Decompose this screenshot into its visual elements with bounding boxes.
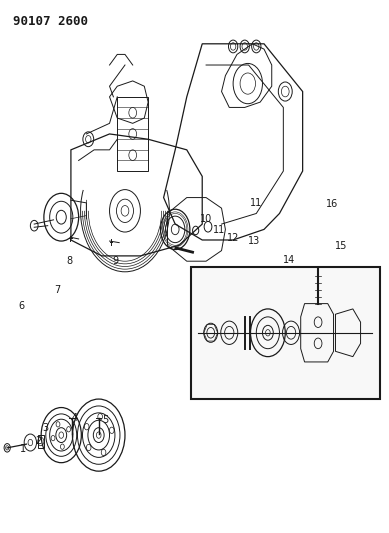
Text: 11: 11 — [213, 225, 225, 236]
Text: 2: 2 — [35, 437, 41, 447]
Text: 4: 4 — [72, 413, 78, 423]
Text: 16: 16 — [326, 199, 338, 209]
Text: 6: 6 — [18, 301, 25, 311]
Text: 1: 1 — [19, 445, 26, 455]
Text: 10: 10 — [200, 214, 212, 224]
Text: 9: 9 — [112, 256, 118, 266]
Text: 7: 7 — [54, 285, 61, 295]
Text: 14: 14 — [283, 255, 295, 265]
Text: 11: 11 — [250, 198, 263, 208]
Text: 15: 15 — [335, 241, 347, 252]
Text: 13: 13 — [248, 236, 261, 246]
Text: 3: 3 — [43, 423, 49, 433]
Text: 8: 8 — [66, 256, 72, 266]
Bar — [191, 266, 380, 399]
Text: 90107 2600: 90107 2600 — [13, 14, 88, 28]
Text: 5: 5 — [103, 415, 109, 425]
Text: 12: 12 — [227, 233, 239, 244]
